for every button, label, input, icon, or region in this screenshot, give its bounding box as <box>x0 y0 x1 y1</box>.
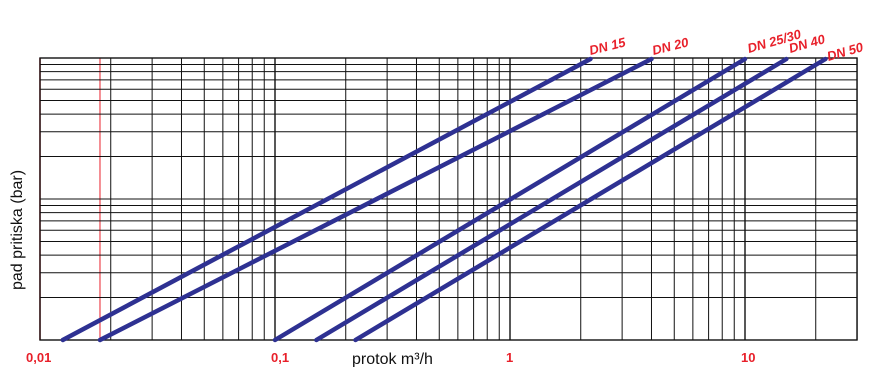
y-axis-label: pad pritiska (bar) <box>9 170 26 290</box>
plot-frame <box>39 57 858 341</box>
series-line-dn-40 <box>314 56 789 343</box>
series-label-dn-50: DN 50 <box>825 39 865 64</box>
series-label-dn-15: DN 15 <box>588 34 628 58</box>
series-lines <box>60 56 828 343</box>
series-label-dn-20: DN 20 <box>651 34 691 58</box>
x-tick-label: 1 <box>506 350 513 365</box>
x-tick-label: 0,1 <box>271 350 289 365</box>
series-line-dn-15 <box>60 56 593 343</box>
x-tick-labels: 0,01 0,1 1 10 <box>26 350 755 365</box>
x-axis-label: protok m³/h <box>352 351 433 367</box>
series-line-dn-50 <box>353 56 828 343</box>
series-line-dn-25-30 <box>272 56 748 343</box>
series-line-dn-20 <box>97 56 654 343</box>
x-tick-label: 10 <box>741 350 755 365</box>
x-tick-label: 0,01 <box>26 350 51 365</box>
